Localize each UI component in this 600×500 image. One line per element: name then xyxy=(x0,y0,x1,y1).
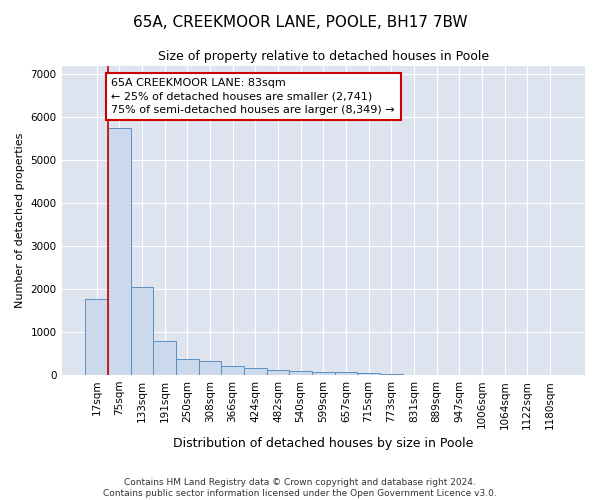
Bar xyxy=(199,361,221,375)
Title: Size of property relative to detached houses in Poole: Size of property relative to detached ho… xyxy=(158,50,489,63)
X-axis label: Distribution of detached houses by size in Poole: Distribution of detached houses by size … xyxy=(173,437,473,450)
Bar xyxy=(176,358,199,375)
Bar xyxy=(357,372,380,375)
Bar xyxy=(312,372,335,375)
Bar xyxy=(221,366,244,375)
Bar xyxy=(244,368,266,375)
Bar xyxy=(154,340,176,375)
Y-axis label: Number of detached properties: Number of detached properties xyxy=(15,132,25,308)
Bar xyxy=(289,371,312,375)
Bar xyxy=(266,370,289,375)
Bar xyxy=(85,298,108,375)
Bar xyxy=(108,128,131,375)
Bar xyxy=(131,287,154,375)
Text: 65A CREEKMOOR LANE: 83sqm
← 25% of detached houses are smaller (2,741)
75% of se: 65A CREEKMOOR LANE: 83sqm ← 25% of detac… xyxy=(112,78,395,115)
Text: 65A, CREEKMOOR LANE, POOLE, BH17 7BW: 65A, CREEKMOOR LANE, POOLE, BH17 7BW xyxy=(133,15,467,30)
Bar xyxy=(335,372,357,375)
Text: Contains HM Land Registry data © Crown copyright and database right 2024.
Contai: Contains HM Land Registry data © Crown c… xyxy=(103,478,497,498)
Bar xyxy=(380,374,403,375)
